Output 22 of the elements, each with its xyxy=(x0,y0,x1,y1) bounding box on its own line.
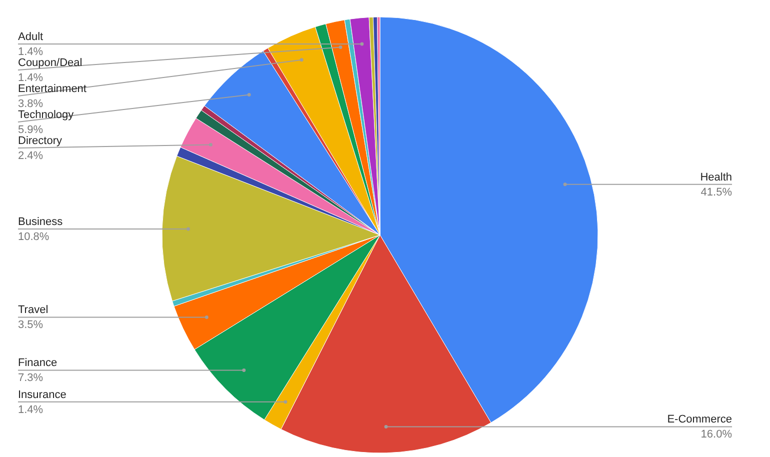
data-label: 5.9% xyxy=(18,124,44,136)
data-label: 2.4% xyxy=(18,150,44,162)
data-label: 16.0% xyxy=(700,428,732,441)
slice-label: Coupon/Deal xyxy=(18,57,82,70)
data-label: 3.8% xyxy=(18,98,44,110)
slice-label: Insurance xyxy=(18,388,66,401)
data-label: 41.5% xyxy=(700,186,732,198)
slice-label: Travel xyxy=(18,304,48,316)
data-label: 1.4% xyxy=(18,404,44,416)
slice-label: Technology xyxy=(18,109,74,122)
data-label: 10.8% xyxy=(18,230,50,243)
slice-label: Finance xyxy=(18,357,58,370)
slice-label: Business xyxy=(18,216,64,228)
data-label: 7.3% xyxy=(18,372,44,384)
slice-label: Entertainment xyxy=(18,83,86,96)
slice-label: Health xyxy=(700,171,732,184)
slice-label: E-Commerce xyxy=(667,414,732,426)
data-label: 1.4% xyxy=(18,72,44,84)
data-label: 3.5% xyxy=(18,319,44,332)
data-label: 1.4% xyxy=(18,46,44,58)
slice-label: Directory xyxy=(18,135,63,148)
slice-label: Adult xyxy=(18,31,44,44)
